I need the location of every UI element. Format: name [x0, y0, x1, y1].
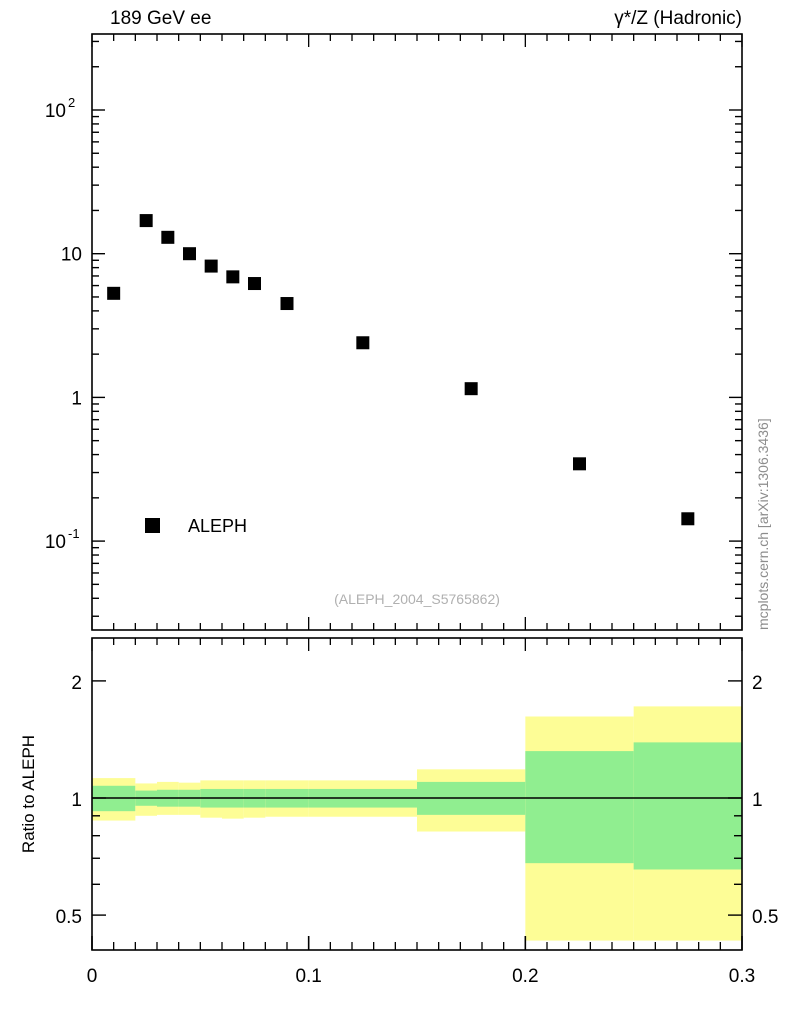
main-y-ticklabel: 10 — [61, 245, 82, 266]
ratio-panel-ticks — [91, 638, 743, 916]
ratio-band-inner — [633, 742, 742, 870]
mcplots-credit-text: mcplots.cern.ch [arXiv:1306.3436] — [755, 418, 771, 630]
ratio-uncertainty-bands — [92, 706, 742, 941]
ratio-panel-y-ticklabels: 210.5 — [56, 673, 82, 928]
ratio-y-ticklabel-right: 0.5 — [752, 907, 778, 928]
data-point-marker[interactable] — [161, 230, 175, 244]
ratio-y-ticklabel-right: 2 — [752, 673, 763, 694]
main-y-ticklabel: 1 — [71, 388, 82, 409]
data-series-aleph[interactable] — [107, 214, 695, 526]
x-axis-ticks — [91, 936, 743, 950]
header-right-label: γ*/Z (Hadronic) — [614, 8, 742, 29]
data-point-marker[interactable] — [183, 247, 196, 261]
x-axis-ticklabels: 0 0.1 0.2 0.3 — [87, 966, 756, 987]
data-point-marker[interactable] — [226, 270, 240, 284]
header-left-label: 189 GeV ee — [110, 8, 211, 29]
ratio-y-ticklabel: 1 — [71, 790, 82, 811]
analysis-id-watermark: (ALEPH_2004_S5765862) — [334, 591, 500, 607]
x-axis-ticklabel: 0 — [87, 966, 98, 987]
legend: ALEPH — [145, 516, 247, 536]
legend-label-aleph: ALEPH — [188, 516, 247, 536]
main-y-ticklabel: 10 — [45, 532, 66, 553]
data-point-marker[interactable] — [573, 457, 586, 471]
ratio-y-ticklabel: 2 — [71, 673, 82, 694]
data-point-marker[interactable] — [248, 277, 261, 291]
x-axis-ticklabel: 0.1 — [295, 966, 321, 987]
main-y-ticklabel-exponent: -1 — [68, 526, 80, 541]
data-point-marker[interactable] — [107, 286, 121, 300]
legend-marker-aleph — [145, 518, 160, 533]
main-y-ticklabel: 10 — [45, 101, 66, 122]
data-point-marker[interactable] — [204, 259, 218, 273]
ratio-y-axis-title: Ratio to ALEPH — [19, 735, 38, 853]
data-point-marker[interactable] — [681, 512, 695, 526]
x-axis-ticklabel: 0.2 — [512, 966, 538, 987]
data-point-marker[interactable] — [464, 382, 478, 396]
data-point-marker[interactable] — [139, 214, 153, 228]
main-y-ticklabel-exponent: 2 — [68, 95, 75, 110]
ratio-band-inner — [525, 751, 634, 864]
ratio-panel-y-ticklabels-right: 210.5 — [752, 673, 778, 928]
data-point-marker[interactable] — [280, 297, 294, 311]
ratio-panel: 210.5 210.5 0 0.1 0.2 0.3 Ratio to ALEPH — [19, 637, 778, 987]
data-point-marker[interactable] — [356, 336, 370, 350]
x-axis-ticklabel: 0.3 — [729, 966, 755, 987]
ratio-y-ticklabel-right: 1 — [752, 790, 763, 811]
ratio-y-ticklabel: 0.5 — [56, 907, 82, 928]
main-panel-ticks — [91, 34, 743, 630]
